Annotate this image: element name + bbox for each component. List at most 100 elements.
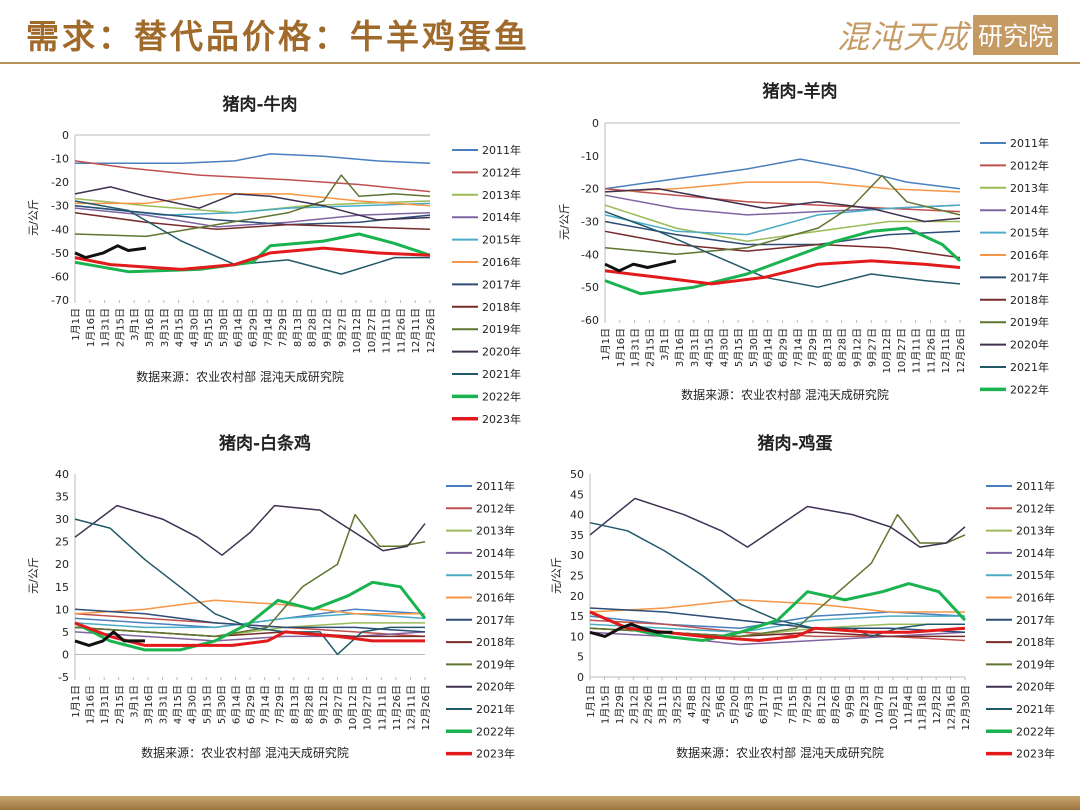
y-tick-label: 40 bbox=[55, 468, 69, 481]
x-tick-label: 7月29日 bbox=[801, 685, 813, 724]
x-tick-label: 1月1日 bbox=[600, 328, 612, 361]
x-tick-label: 1月1日 bbox=[70, 685, 82, 718]
x-tick-label: 11月18日 bbox=[917, 685, 929, 730]
x-tick-label: 7月29日 bbox=[274, 685, 286, 724]
x-tick-label: 9月12日 bbox=[851, 328, 863, 367]
x-tick-label: 7月29日 bbox=[277, 308, 289, 347]
x-tick-label: 4月8日 bbox=[686, 685, 698, 718]
legend-label: 2011年 bbox=[482, 143, 521, 157]
x-tick-label: 4月22日 bbox=[700, 685, 712, 724]
series-line-2016年 bbox=[75, 193, 431, 207]
series-line-2019年 bbox=[74, 513, 426, 638]
series-line-2011年 bbox=[604, 158, 961, 190]
legend-label: 2021年 bbox=[1016, 702, 1055, 716]
x-tick-label: 9月27日 bbox=[333, 685, 345, 724]
legend-label: 2013年 bbox=[482, 188, 521, 202]
y-tick-label: -20 bbox=[51, 176, 69, 189]
x-tick-label: 8月28日 bbox=[837, 328, 849, 367]
y-axis-label: 元/公斤 bbox=[550, 557, 563, 594]
series-line-unlabeled bbox=[604, 259, 677, 273]
series-line-2015年 bbox=[604, 204, 961, 236]
series-line-2017年 bbox=[74, 608, 426, 633]
x-tick-label: 4月30日 bbox=[188, 308, 200, 347]
brand-logo: 混沌天成 研究院 bbox=[837, 12, 1058, 58]
x-tick-label: 12月11日 bbox=[940, 328, 952, 373]
legend-label: 2023年 bbox=[482, 412, 521, 426]
chart-title: 猪肉-牛肉 bbox=[222, 94, 297, 115]
legend-label: 2019年 bbox=[482, 322, 521, 336]
x-tick-label: 1月31日 bbox=[100, 308, 112, 347]
x-tick-label: 1月1日 bbox=[585, 685, 597, 718]
legend-label: 2023年 bbox=[1016, 747, 1055, 761]
series-line-2019年 bbox=[604, 174, 961, 256]
series-line-2018年 bbox=[74, 212, 431, 231]
x-tick-label: 6月29日 bbox=[248, 308, 260, 347]
series-line-2019年 bbox=[589, 513, 966, 638]
legend-label: 2014年 bbox=[476, 546, 515, 560]
x-tick-label: 3月1日 bbox=[129, 308, 141, 341]
series-line-2019年 bbox=[74, 174, 431, 238]
x-tick-label: 2月15日 bbox=[644, 328, 656, 367]
series-line-2016年 bbox=[74, 599, 425, 615]
x-tick-label: 4月15日 bbox=[704, 328, 716, 367]
series-line-2017年 bbox=[74, 204, 431, 226]
y-tick-label: 30 bbox=[570, 549, 584, 562]
y-tick-label: -40 bbox=[581, 248, 599, 261]
x-tick-label: 10月12日 bbox=[351, 308, 363, 353]
series-line-2021年 bbox=[589, 521, 965, 638]
x-tick-label: 11月11日 bbox=[911, 328, 923, 373]
header-divider bbox=[0, 62, 1080, 64]
series-line-2021年 bbox=[604, 210, 961, 288]
x-tick-label: 12月11日 bbox=[405, 685, 417, 730]
y-tick-label: 0 bbox=[577, 671, 584, 684]
series-line-2020年 bbox=[74, 186, 431, 221]
x-tick-label: 3月16日 bbox=[144, 308, 156, 347]
legend-label: 2016年 bbox=[476, 591, 515, 605]
legend-label: 2011年 bbox=[476, 479, 515, 493]
series-line-2021年 bbox=[74, 200, 430, 275]
legend-label: 2021年 bbox=[482, 367, 521, 381]
x-tick-label: 8月28日 bbox=[303, 685, 315, 724]
x-tick-label: 6月29日 bbox=[778, 328, 790, 367]
series-line-unlabeled bbox=[589, 622, 673, 638]
x-tick-label: 1月1日 bbox=[70, 308, 82, 341]
x-tick-label: 6月14日 bbox=[763, 328, 775, 367]
legend-label: 2016年 bbox=[1010, 248, 1049, 262]
x-tick-label: 5月30日 bbox=[748, 328, 760, 367]
legend-label: 2011年 bbox=[1016, 479, 1055, 493]
y-tick-label: 0 bbox=[62, 648, 69, 661]
legend-label: 2019年 bbox=[476, 657, 515, 671]
source-note: 数据来源：农业农村部 混沌天成研究院 bbox=[676, 745, 884, 760]
legend-label: 2020年 bbox=[1016, 680, 1055, 694]
x-tick-label: 4月15日 bbox=[172, 685, 184, 724]
legend-label: 2020年 bbox=[482, 345, 521, 359]
legend-label: 2022年 bbox=[476, 724, 515, 738]
series-line-2022年 bbox=[604, 226, 962, 296]
legend-label: 2018年 bbox=[482, 300, 521, 314]
legend-label: 2015年 bbox=[476, 568, 515, 582]
source-note: 数据来源：农业农村部 混沌天成研究院 bbox=[141, 745, 349, 760]
y-tick-label: -30 bbox=[581, 216, 599, 229]
y-tick-label: 25 bbox=[570, 570, 584, 583]
y-tick-label: -5 bbox=[58, 671, 69, 684]
legend-label: 2016年 bbox=[1016, 591, 1055, 605]
x-tick-label: 9月27日 bbox=[336, 308, 348, 347]
x-tick-label: 11月26日 bbox=[925, 328, 937, 373]
x-tick-label: 3月16日 bbox=[143, 685, 155, 724]
chart-title: 猪肉-鸡蛋 bbox=[757, 433, 832, 454]
series-line-2022年 bbox=[74, 232, 431, 274]
y-tick-label: -60 bbox=[581, 314, 599, 327]
series-line-unlabeled bbox=[74, 630, 145, 647]
legend-label: 2011年 bbox=[1010, 136, 1049, 150]
x-tick-label: 12月26日 bbox=[425, 308, 437, 353]
legend-label: 2017年 bbox=[1010, 270, 1049, 284]
x-tick-label: 11月11日 bbox=[376, 685, 388, 730]
legend-label: 2020年 bbox=[476, 680, 515, 694]
legend-label: 2014年 bbox=[1016, 546, 1055, 560]
legend-label: 2012年 bbox=[1016, 501, 1055, 515]
chart-title: 猪肉-白条鸡 bbox=[219, 433, 311, 454]
x-tick-label: 5月15日 bbox=[203, 308, 215, 347]
x-tick-label: 12月2日 bbox=[931, 685, 943, 724]
